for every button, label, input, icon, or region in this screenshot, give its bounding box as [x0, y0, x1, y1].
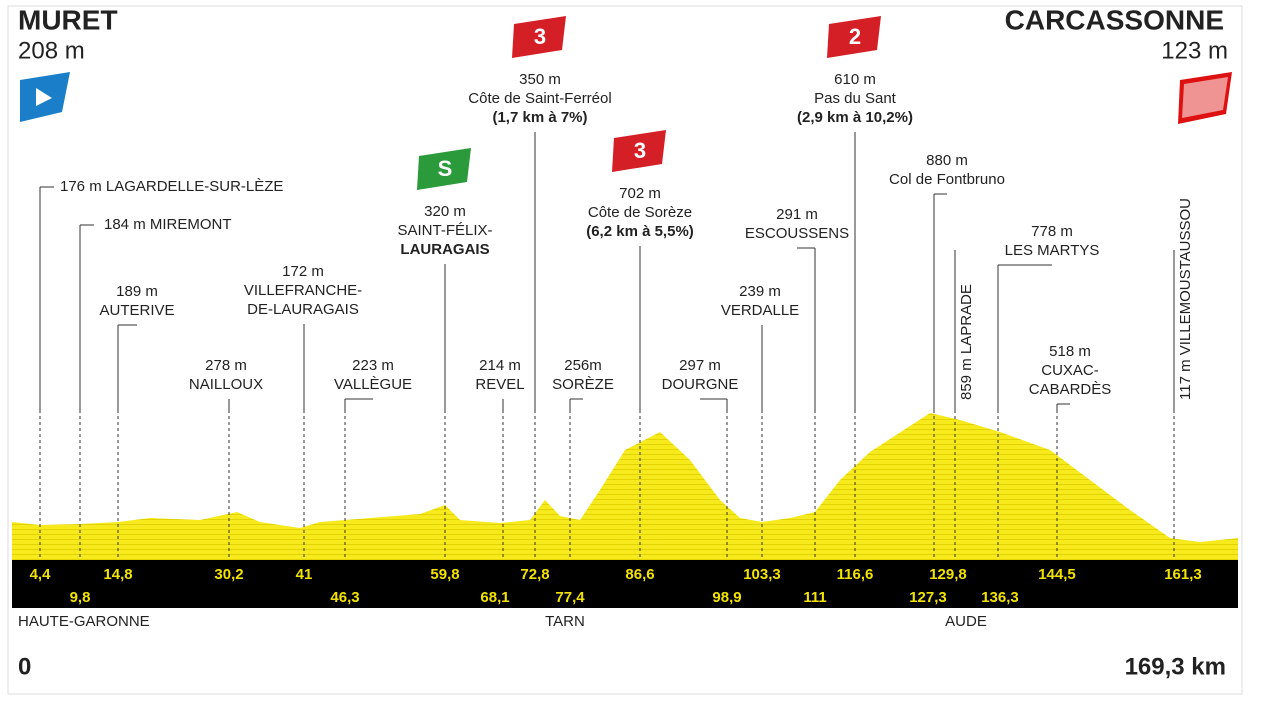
- finish-name: CARCASSONNE: [1005, 4, 1224, 35]
- frame: [7, 5, 1243, 695]
- waypoint-label: SORÈZE: [552, 376, 614, 393]
- waypoint-label: 256m: [564, 357, 602, 374]
- region-label: AUDE: [945, 613, 987, 630]
- waypoint-label: REVEL: [475, 376, 524, 393]
- waypoint-label: ESCOUSSENS: [745, 225, 849, 242]
- waypoint-label: 297 m: [679, 357, 721, 374]
- category-label: S: [438, 156, 453, 181]
- waypoint-label: CUXAC-: [1041, 362, 1099, 379]
- km-marker: 116,6: [837, 566, 874, 583]
- region-label: TARN: [545, 613, 585, 630]
- km-marker: 46,3: [330, 589, 359, 606]
- waypoint-label: DOURGNE: [662, 376, 739, 393]
- category-label: 3: [534, 24, 546, 49]
- waypoint-label: 291 m: [776, 206, 818, 223]
- waypoint-label: 172 m: [282, 263, 324, 280]
- waypoint-label: AUTERIVE: [99, 302, 174, 319]
- waypoint-label: 610 m: [834, 71, 876, 88]
- category-flag: [612, 130, 666, 172]
- waypoint-label: 239 m: [739, 283, 781, 300]
- waypoint-label: 176 m LAGARDELLE-SUR-LÈZE: [60, 178, 283, 195]
- km-marker: 30,2: [214, 566, 243, 583]
- category-flag: [512, 16, 566, 58]
- category-label: 3: [634, 138, 646, 163]
- waypoint-label: NAILLOUX: [189, 376, 263, 393]
- waypoint-label: 350 m: [519, 71, 561, 88]
- category-label: 2: [849, 24, 861, 49]
- km-marker: 77,4: [555, 589, 585, 606]
- waypoint-label: 702 m: [619, 185, 661, 202]
- km-marker: 72,8: [520, 566, 549, 583]
- waypoint-label: SAINT-FÉLIX-: [397, 222, 492, 239]
- km-marker: 68,1: [480, 589, 509, 606]
- km-band: [12, 560, 1238, 608]
- km-marker: 111: [803, 589, 826, 606]
- km-marker: 161,3: [1164, 566, 1202, 583]
- waypoint-label: 320 m: [424, 203, 466, 220]
- km-marker: 41: [296, 566, 313, 583]
- distance-total: 169,3 km: [1125, 653, 1226, 680]
- waypoint-label: 880 m: [926, 152, 968, 169]
- waypoint-label: LES MARTYS: [1005, 242, 1100, 259]
- km-marker: 14,8: [103, 566, 132, 583]
- category-flag: [827, 16, 881, 58]
- finish-flag: [1178, 72, 1232, 124]
- category-flag: [417, 148, 471, 190]
- waypoint-label: (6,2 km à 5,5%): [586, 223, 694, 240]
- waypoint-label: 223 m: [352, 357, 394, 374]
- waypoint-label: VILLEFRANCHE-: [244, 282, 362, 299]
- waypoint-label: CABARDÈS: [1029, 381, 1112, 398]
- elevation-profile: [12, 413, 1238, 560]
- km-marker: 4,4: [30, 566, 52, 583]
- waypoint-label: Col de Fontbruno: [889, 171, 1005, 188]
- km-marker: 98,9: [712, 589, 741, 606]
- km-marker: 59,8: [430, 566, 459, 583]
- waypoint-label: 778 m: [1031, 223, 1073, 240]
- waypoint-label: 518 m: [1049, 343, 1091, 360]
- km-marker: 144,5: [1038, 566, 1076, 583]
- waypoint-label: Côte de Sorèze: [588, 204, 692, 221]
- waypoint-label: 189 m: [116, 283, 158, 300]
- waypoint-label: VALLÈGUE: [334, 376, 412, 393]
- km-marker: 129,8: [929, 566, 967, 583]
- start-name: MURET: [18, 4, 118, 35]
- waypoint-label: Côte de Saint-Ferréol: [468, 90, 611, 107]
- waypoint-label: VERDALLE: [721, 302, 799, 319]
- km-marker: 103,3: [743, 566, 781, 583]
- start-altitude: 208 m: [18, 37, 85, 64]
- km-marker: 86,6: [625, 566, 654, 583]
- waypoint-label: LAURAGAIS: [400, 241, 489, 258]
- km-marker: 136,3: [981, 589, 1019, 606]
- km-marker: 127,3: [909, 589, 947, 606]
- km-marker: 9,8: [70, 589, 91, 606]
- waypoint-label: DE-LAURAGAIS: [247, 301, 359, 318]
- region-label: HAUTE-GARONNE: [18, 613, 150, 630]
- waypoint-label: 184 m MIREMONT: [104, 216, 232, 233]
- waypoint-label: Pas du Sant: [814, 90, 897, 107]
- waypoint-label: 859 m LAPRADE: [958, 284, 975, 400]
- waypoint-label: (2,9 km à 10,2%): [797, 109, 913, 126]
- distance-start: 0: [18, 653, 31, 680]
- waypoint-label: 117 m VILLEMOUSTAUSSOU: [1177, 198, 1194, 400]
- waypoint-label: 214 m: [479, 357, 521, 374]
- start-arrow: [36, 88, 52, 106]
- waypoint-label: 278 m: [205, 357, 247, 374]
- waypoint-label: (1,7 km à 7%): [492, 109, 587, 126]
- finish-altitude: 123 m: [1161, 37, 1228, 64]
